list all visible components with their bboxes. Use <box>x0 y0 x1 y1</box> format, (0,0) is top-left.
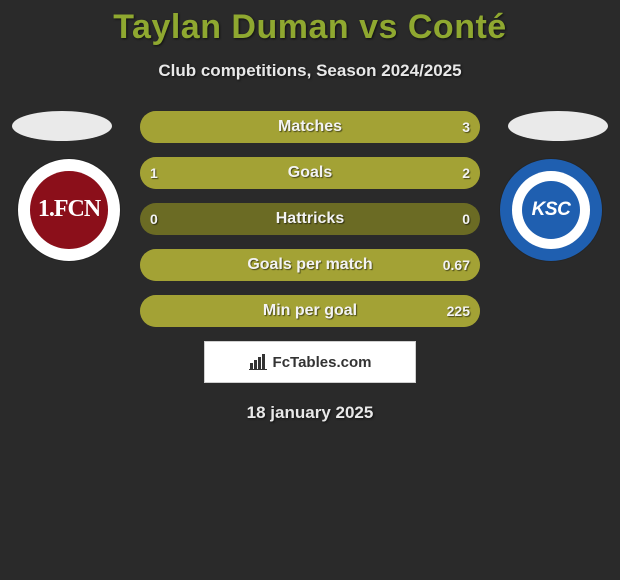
fcn-badge-text: 1.FCN <box>30 171 108 249</box>
ksc-badge-outer: KSC <box>500 159 602 261</box>
ksc-badge-mid: KSC <box>512 171 590 249</box>
club-badge-left: 1.FCN <box>18 159 120 261</box>
stat-bar: 12Goals <box>140 157 480 189</box>
branding-text: FcTables.com <box>273 354 372 371</box>
subtitle: Club competitions, Season 2024/2025 <box>0 61 620 81</box>
stat-bar: 0.67Goals per match <box>140 249 480 281</box>
bar-chart-icon <box>249 354 267 370</box>
date-text: 18 january 2025 <box>0 403 620 423</box>
stat-label: Min per goal <box>140 295 480 327</box>
stat-label: Goals per match <box>140 249 480 281</box>
stat-bar: 3Matches <box>140 111 480 143</box>
stat-label: Goals <box>140 157 480 189</box>
club-badge-right: KSC <box>500 159 602 261</box>
ksc-badge-text: KSC <box>522 181 581 240</box>
placeholder-oval-right <box>508 111 608 141</box>
placeholder-oval-left <box>12 111 112 141</box>
comparison-stage: 1.FCN KSC 3Matches 12Goals 00Hattricks 0.67… <box>0 111 620 327</box>
stat-label: Matches <box>140 111 480 143</box>
stat-bars: 3Matches 12Goals 00Hattricks 0.67Goals per … <box>140 111 480 327</box>
fcn-badge-outer: 1.FCN <box>18 159 120 261</box>
stat-bar: 225Min per goal <box>140 295 480 327</box>
stat-bar: 00Hattricks <box>140 203 480 235</box>
stat-label: Hattricks <box>140 203 480 235</box>
branding-box: FcTables.com <box>204 341 416 383</box>
page-title: Taylan Duman vs Conté <box>0 0 620 47</box>
